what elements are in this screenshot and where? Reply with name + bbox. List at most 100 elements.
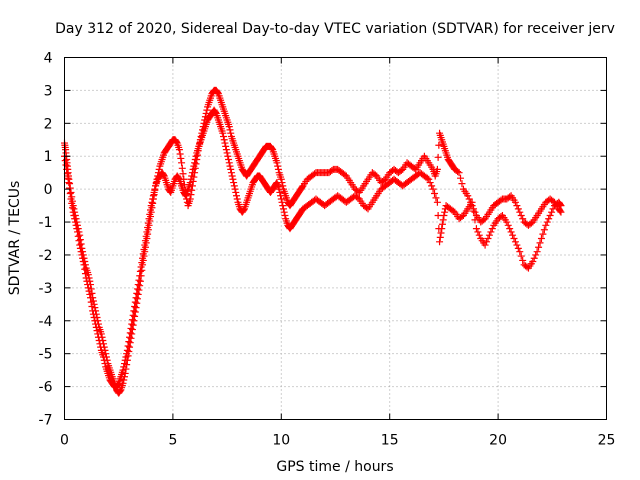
- data-point: [276, 188, 284, 196]
- data-point: [87, 294, 95, 302]
- data-point: [437, 229, 445, 237]
- y-axis-label: SDTVAR / TECUs: [7, 181, 23, 296]
- data-point: [92, 323, 100, 331]
- data-point: [146, 206, 154, 214]
- data-point: [69, 208, 77, 216]
- data-point: [464, 192, 472, 200]
- data-point: [203, 106, 211, 114]
- data-point: [458, 180, 466, 188]
- data-point: [100, 356, 108, 364]
- data-point: [513, 202, 521, 210]
- data-point: [436, 233, 444, 241]
- data-point: [529, 258, 537, 266]
- data-point: [227, 169, 235, 177]
- data-point: [279, 202, 287, 210]
- data-point: [229, 175, 237, 183]
- data-point: [426, 179, 434, 187]
- data-point: [220, 136, 228, 144]
- data-point: [134, 281, 142, 289]
- data-point: [440, 211, 448, 219]
- data-point: [175, 146, 183, 154]
- x-tick-label: 20: [489, 433, 507, 449]
- data-point: [557, 202, 565, 210]
- data-point: [144, 219, 152, 227]
- data-point: [81, 270, 89, 278]
- x-axis-ticks: 0 5 10 15 20 25: [60, 57, 616, 449]
- data-point: [127, 324, 135, 332]
- data-point: [88, 303, 96, 311]
- data-point: [438, 225, 446, 233]
- data-point: [219, 129, 227, 137]
- data-point: [470, 207, 478, 215]
- data-point: [82, 274, 90, 282]
- data-point: [511, 238, 519, 246]
- data-point: [128, 316, 136, 324]
- data-point: [268, 145, 276, 153]
- data-point: [144, 224, 152, 232]
- data-point: [135, 276, 143, 284]
- data-point: [100, 353, 108, 361]
- data-point: [131, 298, 139, 306]
- data-point: [517, 252, 525, 260]
- data-point: [487, 228, 495, 236]
- data-point: [94, 333, 102, 341]
- data-point: [93, 327, 101, 335]
- data-point: [61, 157, 69, 165]
- data-point: [70, 211, 78, 219]
- data-point: [140, 245, 148, 253]
- data-point: [278, 198, 286, 206]
- data-point: [124, 342, 132, 350]
- data-point: [64, 174, 72, 182]
- data-point: [542, 221, 550, 229]
- data-points: [61, 86, 565, 397]
- data-point: [549, 205, 557, 213]
- data-point: [73, 225, 81, 233]
- data-point: [433, 165, 441, 173]
- data-point: [277, 195, 285, 203]
- y-tick-label: 0: [44, 182, 53, 198]
- y-tick-label: 1: [44, 149, 53, 165]
- data-point: [441, 208, 449, 216]
- data-point: [149, 195, 157, 203]
- y-tick-label: 2: [44, 116, 53, 132]
- y-tick-label: -4: [39, 314, 53, 330]
- y-tick-label: -5: [39, 347, 53, 363]
- data-point: [540, 226, 548, 234]
- data-point: [222, 142, 230, 150]
- data-point: [138, 259, 146, 267]
- data-point: [532, 251, 540, 259]
- data-point: [84, 281, 92, 289]
- data-point: [97, 343, 105, 351]
- data-point: [514, 244, 522, 252]
- data-point: [91, 317, 99, 325]
- data-point: [279, 205, 287, 213]
- data-point: [275, 185, 283, 193]
- data-point: [75, 237, 83, 245]
- data-point: [468, 198, 476, 206]
- data-point: [519, 215, 527, 223]
- data-point: [63, 170, 71, 178]
- data-point: [136, 267, 144, 275]
- data-point: [223, 149, 231, 157]
- data-point: [545, 215, 553, 223]
- data-point: [77, 248, 85, 256]
- data-point: [148, 198, 156, 206]
- data-point: [67, 188, 75, 196]
- data-point: [76, 244, 84, 252]
- data-point: [151, 185, 159, 193]
- data-point: [503, 218, 511, 226]
- data-point: [114, 380, 122, 388]
- data-point: [95, 337, 103, 345]
- x-tick-label: 25: [598, 433, 616, 449]
- data-point: [92, 320, 100, 328]
- data-point: [178, 164, 186, 172]
- data-point: [536, 239, 544, 247]
- y-tick-label: -1: [39, 215, 53, 231]
- data-point: [546, 211, 554, 219]
- data-point: [227, 165, 235, 173]
- data-point: [273, 159, 281, 167]
- data-point: [133, 285, 141, 293]
- x-tick-label: 5: [168, 433, 177, 449]
